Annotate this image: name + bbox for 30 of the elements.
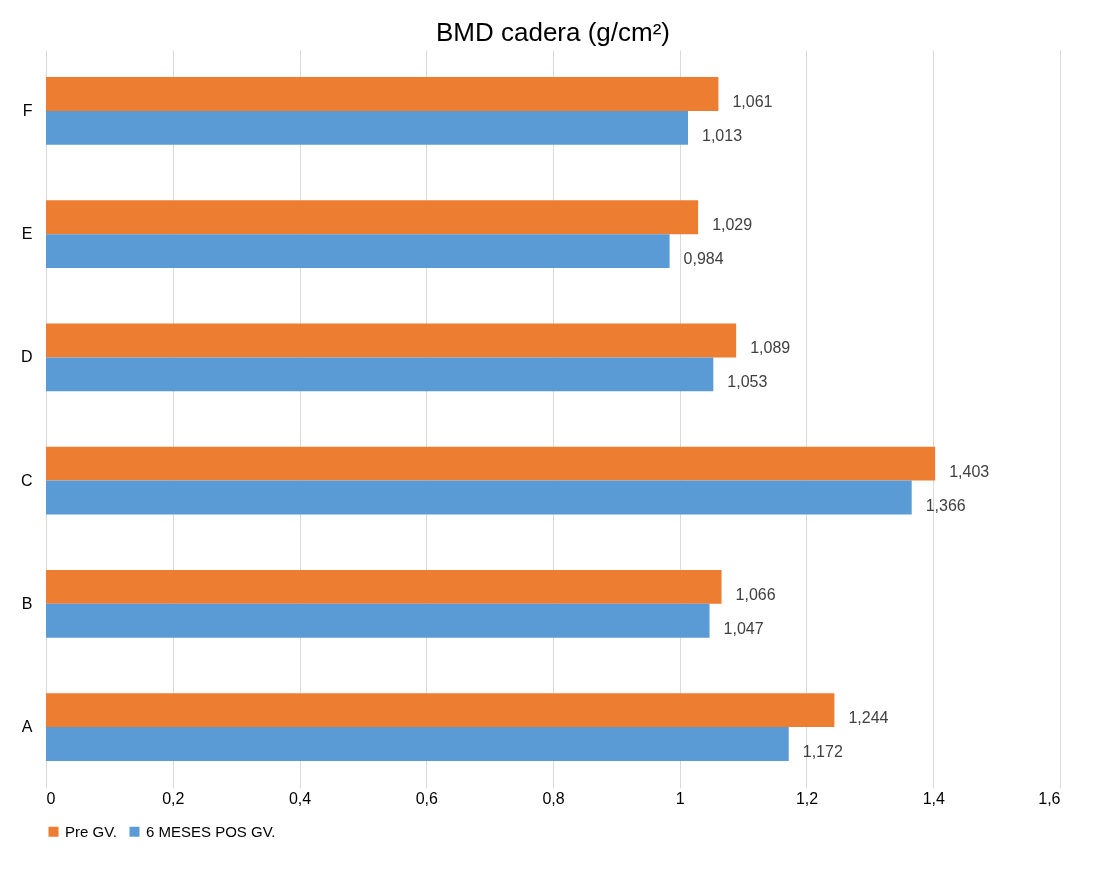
chart-title: BMD cadera (g/cm²) [435, 17, 671, 47]
x-tick-label: 0 [46, 789, 56, 807]
y-tick-label: B [21, 594, 33, 612]
y-tick-label: F [22, 101, 33, 119]
x-tick-label: 0,6 [415, 789, 438, 807]
data-label: 1,089 [750, 339, 791, 357]
data-label: 1,172 [802, 742, 843, 760]
x-tick-label: 1 [675, 789, 685, 807]
y-tick-label: C [20, 471, 33, 489]
data-label: 1,403 [949, 462, 990, 480]
legend-label: 6 MESES POS GV. [146, 822, 276, 840]
x-tick-label: 1,6 [1038, 789, 1061, 807]
data-label: 1,047 [723, 619, 764, 637]
data-label: 1,244 [848, 709, 889, 727]
legend-label: Pre GV. [65, 822, 117, 840]
y-tick-label: D [20, 348, 33, 366]
x-tick-label: 0,4 [288, 789, 312, 807]
data-label: 1,366 [925, 496, 966, 514]
data-label: 1,066 [735, 585, 776, 603]
x-tick-label: 1,4 [922, 789, 945, 807]
x-tick-label: 1,2 [795, 789, 819, 807]
data-label: 1,061 [732, 93, 773, 111]
data-label: 1,029 [712, 216, 753, 234]
data-label: 1,053 [727, 373, 768, 391]
data-label: 0,984 [683, 250, 724, 268]
x-tick-label: 0,8 [542, 789, 565, 807]
data-label: 1,013 [701, 126, 743, 144]
y-tick-label: E [21, 225, 33, 243]
x-tick-label: 0,2 [162, 789, 185, 807]
y-tick-label: A [21, 718, 33, 736]
